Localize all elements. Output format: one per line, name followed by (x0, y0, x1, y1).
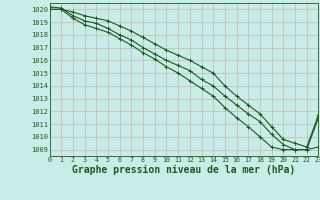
X-axis label: Graphe pression niveau de la mer (hPa): Graphe pression niveau de la mer (hPa) (72, 165, 296, 175)
